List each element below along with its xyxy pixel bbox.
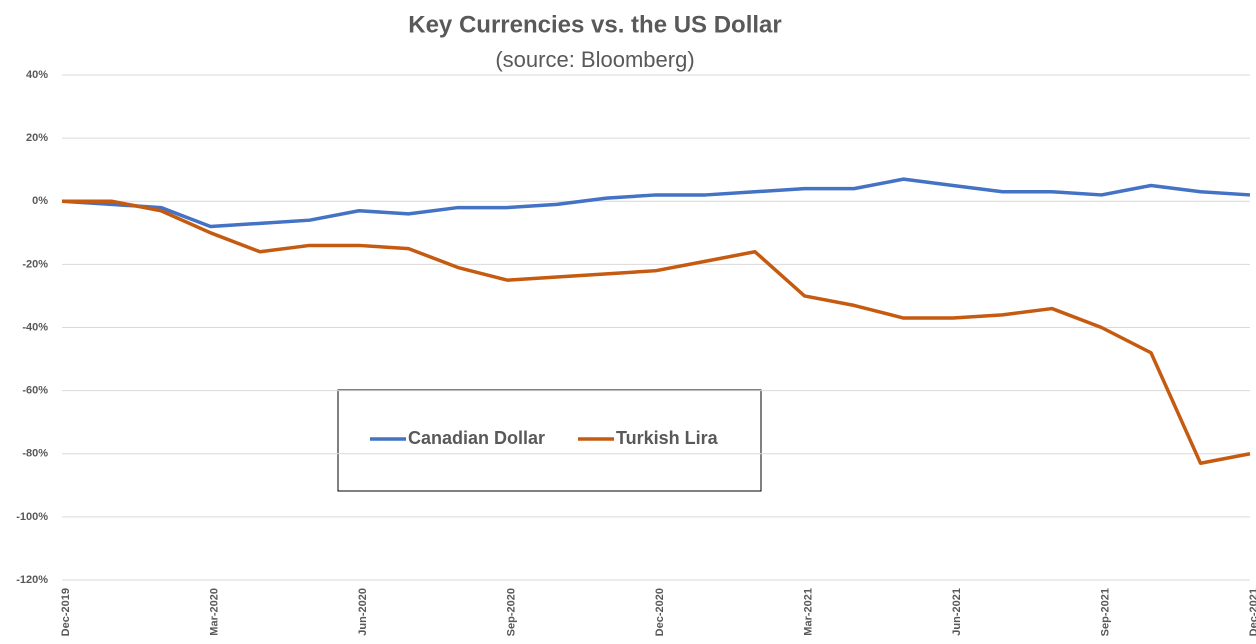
y-tick-label: 20% bbox=[26, 132, 48, 144]
y-tick-label: 0% bbox=[32, 195, 48, 207]
x-tick-label: Sep-2020 bbox=[505, 588, 517, 636]
x-tick-label: Dec-2021 bbox=[1248, 588, 1256, 636]
x-tick-label: Jun-2020 bbox=[357, 588, 369, 636]
series-line bbox=[61, 177, 1251, 229]
legend-label: Canadian Dollar bbox=[408, 428, 545, 448]
series-line bbox=[62, 199, 1251, 465]
y-tick-label: -40% bbox=[22, 321, 48, 333]
x-tick-label: Sep-2021 bbox=[1099, 588, 1111, 636]
y-tick-label: 40% bbox=[26, 69, 48, 81]
x-tick-label: Mar-2021 bbox=[802, 588, 814, 636]
y-tick-label: -80% bbox=[22, 448, 48, 460]
y-tick-label: -100% bbox=[16, 511, 48, 523]
x-tick-label: Mar-2020 bbox=[208, 588, 220, 636]
chart-title: Key Currencies vs. the US Dollar bbox=[408, 11, 781, 38]
y-tick-label: -60% bbox=[22, 385, 48, 397]
legend-box bbox=[337, 389, 762, 492]
y-tick-label: -20% bbox=[22, 258, 48, 270]
x-tick-label: Dec-2019 bbox=[60, 588, 72, 636]
y-tick-label: -120% bbox=[16, 574, 48, 586]
chart-subtitle: (source: Bloomberg) bbox=[495, 47, 694, 72]
x-tick-label: Jun-2021 bbox=[951, 588, 963, 636]
x-tick-label: Dec-2020 bbox=[654, 588, 666, 636]
legend-label: Turkish Lira bbox=[616, 428, 719, 448]
